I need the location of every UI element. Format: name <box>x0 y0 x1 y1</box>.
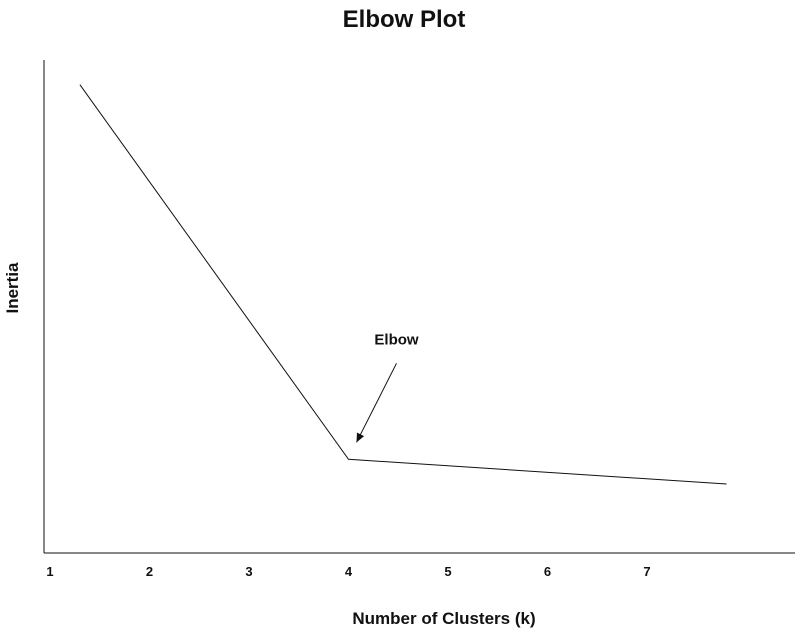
annotation-layer: Elbow <box>356 331 419 443</box>
series-layer <box>79 84 727 485</box>
x-tick-label: 5 <box>444 564 451 579</box>
y-axis-label: Inertia <box>3 262 22 314</box>
x-tick-label: 7 <box>643 564 650 579</box>
x-tick-label: 1 <box>46 564 53 579</box>
x-tick-label: 3 <box>245 564 252 579</box>
x-tick-label: 6 <box>544 564 551 579</box>
x-tick-label: 4 <box>345 564 353 579</box>
x-tick-label: 2 <box>146 564 153 579</box>
chart-title: Elbow Plot <box>343 6 466 33</box>
plot-area: 1 2 3 4 5 6 7 Elbow <box>43 60 795 579</box>
elbow-annotation-label: Elbow <box>374 331 418 348</box>
series-line <box>79 84 727 485</box>
elbow-annotation-arrow <box>356 363 397 443</box>
x-axis-label: Number of Clusters (k) <box>352 609 535 628</box>
x-tick-labels: 1 2 3 4 5 6 7 <box>46 564 650 579</box>
